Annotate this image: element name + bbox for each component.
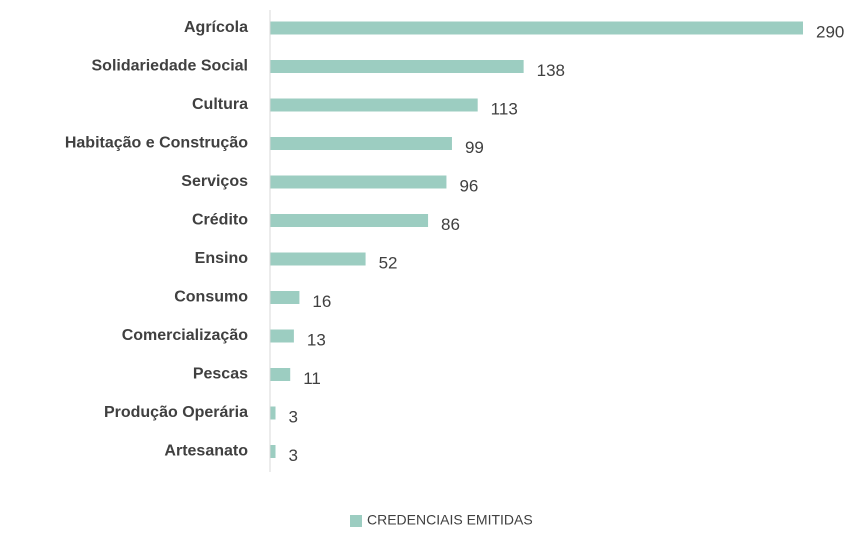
value-label: 11 — [303, 369, 321, 388]
value-label: 138 — [537, 61, 565, 80]
legend-label: CREDENCIAIS EMITIDAS — [367, 512, 533, 528]
value-label: 3 — [289, 446, 298, 465]
bar — [270, 252, 366, 266]
bar — [270, 368, 291, 381]
bar — [270, 329, 294, 343]
bar — [270, 291, 300, 304]
bar — [270, 406, 276, 420]
value-label: 99 — [465, 138, 484, 157]
value-label: 86 — [441, 215, 460, 234]
bar — [270, 137, 452, 150]
legend-swatch — [350, 515, 362, 527]
category-label: Artesanato — [164, 443, 248, 460]
value-label: 16 — [312, 292, 331, 311]
value-label: 52 — [379, 253, 398, 272]
category-label: Comercialização — [122, 327, 249, 344]
category-label: Consumo — [174, 289, 248, 306]
value-label: 13 — [307, 330, 326, 349]
bar — [270, 445, 276, 458]
bar — [270, 175, 447, 189]
category-label: Pescas — [193, 366, 248, 383]
bar — [270, 60, 524, 73]
category-label: Cultura — [192, 96, 248, 113]
bar — [270, 21, 803, 35]
bar — [270, 98, 478, 112]
value-label: 290 — [816, 22, 844, 41]
category-label: Produção Operária — [104, 404, 248, 421]
category-label: Ensino — [195, 250, 249, 267]
value-label: 113 — [491, 99, 518, 118]
category-label: Solidariedade Social — [92, 58, 249, 75]
category-label: Crédito — [192, 212, 248, 229]
value-label: 3 — [289, 407, 298, 426]
category-label: Agrícola — [184, 19, 248, 36]
bar — [270, 214, 429, 227]
value-label: 96 — [459, 176, 478, 195]
category-label: Serviços — [181, 173, 248, 190]
category-label: Habitação e Construção — [65, 135, 248, 152]
